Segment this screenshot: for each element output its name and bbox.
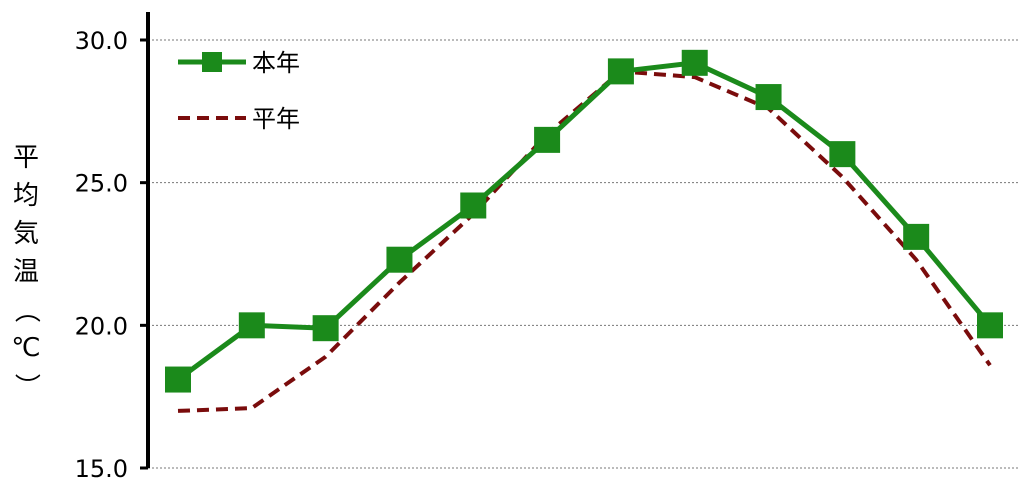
series-honnen-marker: [607, 58, 634, 85]
y-tick-label: 30.0: [75, 27, 128, 55]
y-axis-label-char: ℃: [11, 333, 40, 363]
y-tick-labels: 15.0 20.0 25.0 30.0: [75, 27, 128, 481]
y-tick-label: 25.0: [75, 170, 128, 198]
series-honnen-marker: [165, 366, 191, 393]
y-tick-label: 20.0: [75, 312, 128, 340]
series-honnen-marker: [386, 246, 413, 273]
legend-honnen-swatch-marker: [202, 52, 222, 72]
legend-honnen-label: 本年: [252, 49, 300, 77]
series-honnen-marker: [755, 84, 782, 111]
y-tick-label: 15.0: [75, 455, 128, 481]
series-honnen-marker: [312, 315, 339, 342]
y-axis-label-char: 温: [13, 257, 39, 287]
y-axis-label-char: 平: [13, 143, 39, 173]
legend-heinen-label: 平年: [252, 105, 300, 133]
y-axis-label-char: 均: [13, 181, 39, 211]
series-honnen-marker: [903, 223, 930, 250]
series-honnen-marker: [977, 312, 1003, 339]
y-axis-label-char: （: [11, 297, 41, 323]
series-group: [165, 49, 1003, 413]
series-honnen-marker: [238, 312, 265, 339]
series-honnen-marker: [829, 141, 856, 168]
y-axis-label-char: 気: [13, 219, 39, 249]
series-honnen-marker: [681, 49, 708, 76]
y-axis-label-char: ）: [11, 373, 41, 399]
series-honnen-marker: [534, 126, 561, 153]
series-honnen-marker: [460, 192, 487, 219]
